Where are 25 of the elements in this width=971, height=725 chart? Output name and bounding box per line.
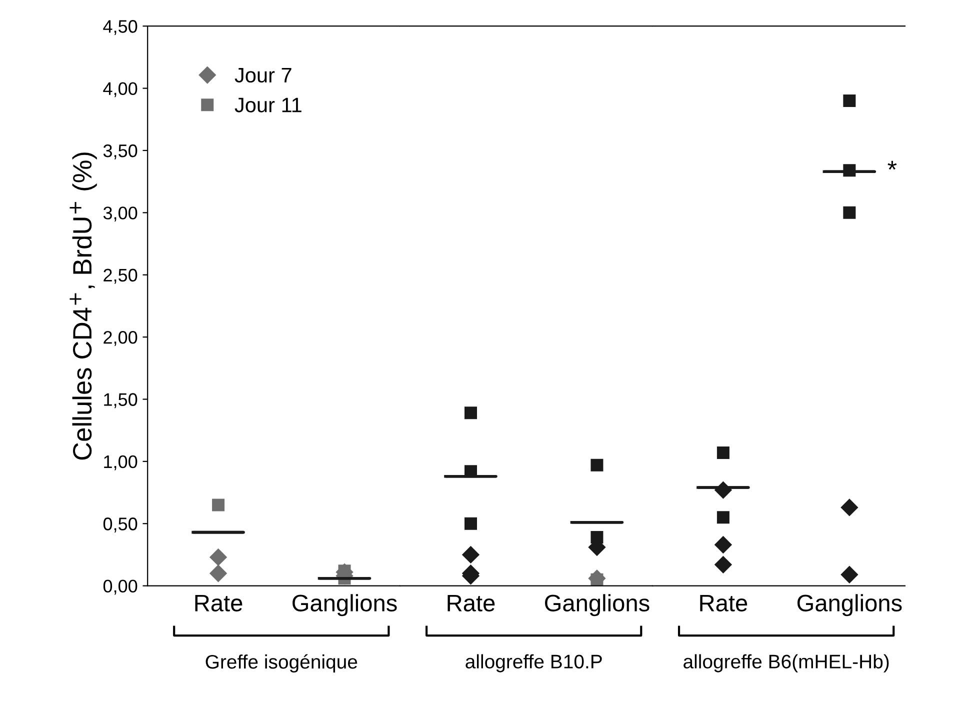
y-tick-label: 1,00: [104, 455, 138, 470]
legend-label: Jour 11: [234, 98, 302, 112]
y-tick-label: 2,50: [104, 268, 138, 284]
x-tick-label: Ganglions: [797, 594, 902, 616]
y-tick-label: 0,00: [103, 580, 138, 595]
y-tick-label: 4,00: [103, 82, 138, 98]
annotation: *: [888, 160, 897, 170]
legend-label: Jour 7: [234, 68, 292, 83]
x-tick-label: Rate: [448, 595, 495, 612]
point: [212, 498, 225, 512]
y-tick-label: 3,50: [103, 144, 138, 160]
x-tick-label: Rate: [195, 595, 242, 612]
x-axis-title: Greffe isogénique: [206, 654, 358, 673]
x-tick-label: Ganglions: [292, 594, 397, 616]
y-axis-title: Cellules CD4$^{+}$, BrdU$^{+}$ (%): [70, 152, 97, 460]
y-tick-label: 1,50: [104, 393, 138, 408]
x-tick-label: Ganglions: [545, 594, 650, 616]
y-tick-label: 2,00: [104, 330, 138, 346]
y-tick-label: 4,50: [103, 20, 138, 35]
y-tick-label: 0,50: [103, 518, 138, 532]
x-axis-title: allogreffe B10.P: [466, 654, 602, 672]
x-tick-label: Rate: [700, 595, 748, 612]
x-axis-title: allogreffe B6(mHEL-Hb): [684, 654, 889, 672]
point: [210, 548, 227, 566]
y-tick-label: 3,00: [103, 206, 138, 222]
